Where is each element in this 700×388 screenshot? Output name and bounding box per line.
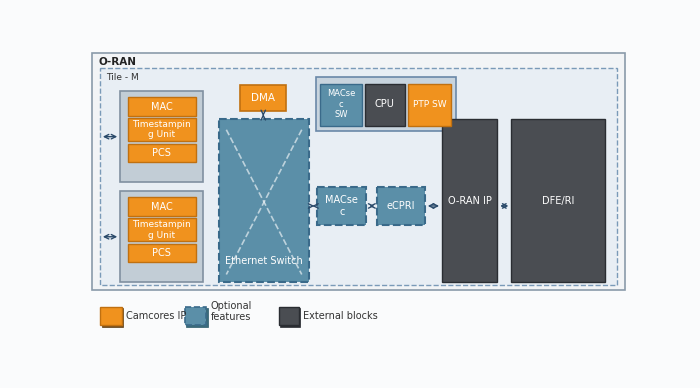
Text: Timestampin
g Unit: Timestampin g Unit bbox=[132, 120, 191, 139]
FancyBboxPatch shape bbox=[127, 144, 195, 162]
FancyBboxPatch shape bbox=[316, 77, 456, 131]
Text: DFE/RI: DFE/RI bbox=[542, 196, 575, 206]
Text: MAC: MAC bbox=[150, 102, 172, 112]
Text: O-RAN: O-RAN bbox=[99, 57, 136, 67]
Text: O-RAN IP: O-RAN IP bbox=[448, 196, 491, 206]
FancyBboxPatch shape bbox=[120, 191, 203, 282]
FancyBboxPatch shape bbox=[511, 119, 605, 282]
FancyBboxPatch shape bbox=[321, 83, 362, 126]
FancyBboxPatch shape bbox=[317, 187, 367, 225]
Text: MACse
c: MACse c bbox=[326, 195, 358, 217]
FancyBboxPatch shape bbox=[100, 68, 617, 285]
Text: MAC: MAC bbox=[150, 202, 172, 212]
Text: PCS: PCS bbox=[152, 248, 171, 258]
FancyBboxPatch shape bbox=[408, 83, 452, 126]
FancyBboxPatch shape bbox=[127, 97, 195, 116]
Text: Ethernet Switch: Ethernet Switch bbox=[225, 256, 303, 266]
FancyBboxPatch shape bbox=[120, 91, 203, 182]
FancyBboxPatch shape bbox=[127, 218, 195, 241]
FancyBboxPatch shape bbox=[127, 244, 195, 262]
Text: Optional
features: Optional features bbox=[211, 301, 252, 322]
Text: PTP SW: PTP SW bbox=[413, 100, 447, 109]
Text: Camcores IP: Camcores IP bbox=[126, 311, 187, 321]
FancyBboxPatch shape bbox=[280, 308, 300, 327]
FancyBboxPatch shape bbox=[92, 53, 625, 290]
Text: DMA: DMA bbox=[251, 93, 275, 103]
FancyBboxPatch shape bbox=[279, 307, 299, 325]
FancyBboxPatch shape bbox=[185, 307, 206, 325]
FancyBboxPatch shape bbox=[100, 307, 122, 325]
FancyBboxPatch shape bbox=[102, 308, 123, 327]
FancyBboxPatch shape bbox=[365, 83, 405, 126]
FancyBboxPatch shape bbox=[442, 119, 497, 282]
Text: Tile - M: Tile - M bbox=[106, 73, 139, 82]
FancyBboxPatch shape bbox=[186, 308, 208, 327]
FancyBboxPatch shape bbox=[127, 118, 195, 141]
FancyBboxPatch shape bbox=[377, 187, 425, 225]
Text: External blocks: External blocks bbox=[303, 311, 378, 321]
Text: Timestampin
g Unit: Timestampin g Unit bbox=[132, 220, 191, 239]
Text: PCS: PCS bbox=[152, 148, 171, 158]
Text: eCPRI: eCPRI bbox=[387, 201, 415, 211]
Text: MACse
c
SW: MACse c SW bbox=[327, 89, 355, 119]
Text: CPU: CPU bbox=[375, 99, 395, 109]
FancyBboxPatch shape bbox=[218, 119, 309, 282]
FancyBboxPatch shape bbox=[127, 197, 195, 216]
FancyBboxPatch shape bbox=[240, 85, 286, 111]
